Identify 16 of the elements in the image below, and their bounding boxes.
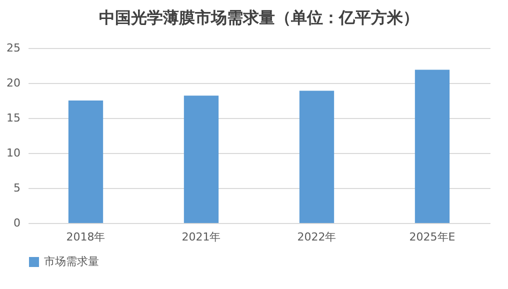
bar — [184, 96, 219, 223]
legend-label: 市场需求量 — [44, 255, 99, 268]
x-tick-label: 2025年E — [409, 230, 456, 244]
y-tick-label: 0 — [14, 216, 20, 230]
bar — [414, 70, 450, 223]
x-tick-label: 2021年 — [182, 230, 221, 244]
y-tick-label: 10 — [6, 146, 20, 160]
y-tick-label: 20 — [6, 76, 20, 90]
y-tick-label: 15 — [6, 112, 20, 124]
bar — [299, 90, 334, 223]
chart-title: 中国光学薄膜市场需求量（单位：亿平方米） — [99, 8, 419, 27]
y-tick-label: 5 — [14, 182, 20, 194]
x-tick-label: 2018年 — [66, 230, 106, 244]
x-tick-label: 2022年 — [297, 230, 336, 244]
bar — [68, 100, 104, 223]
y-tick-label: 25 — [6, 42, 20, 54]
